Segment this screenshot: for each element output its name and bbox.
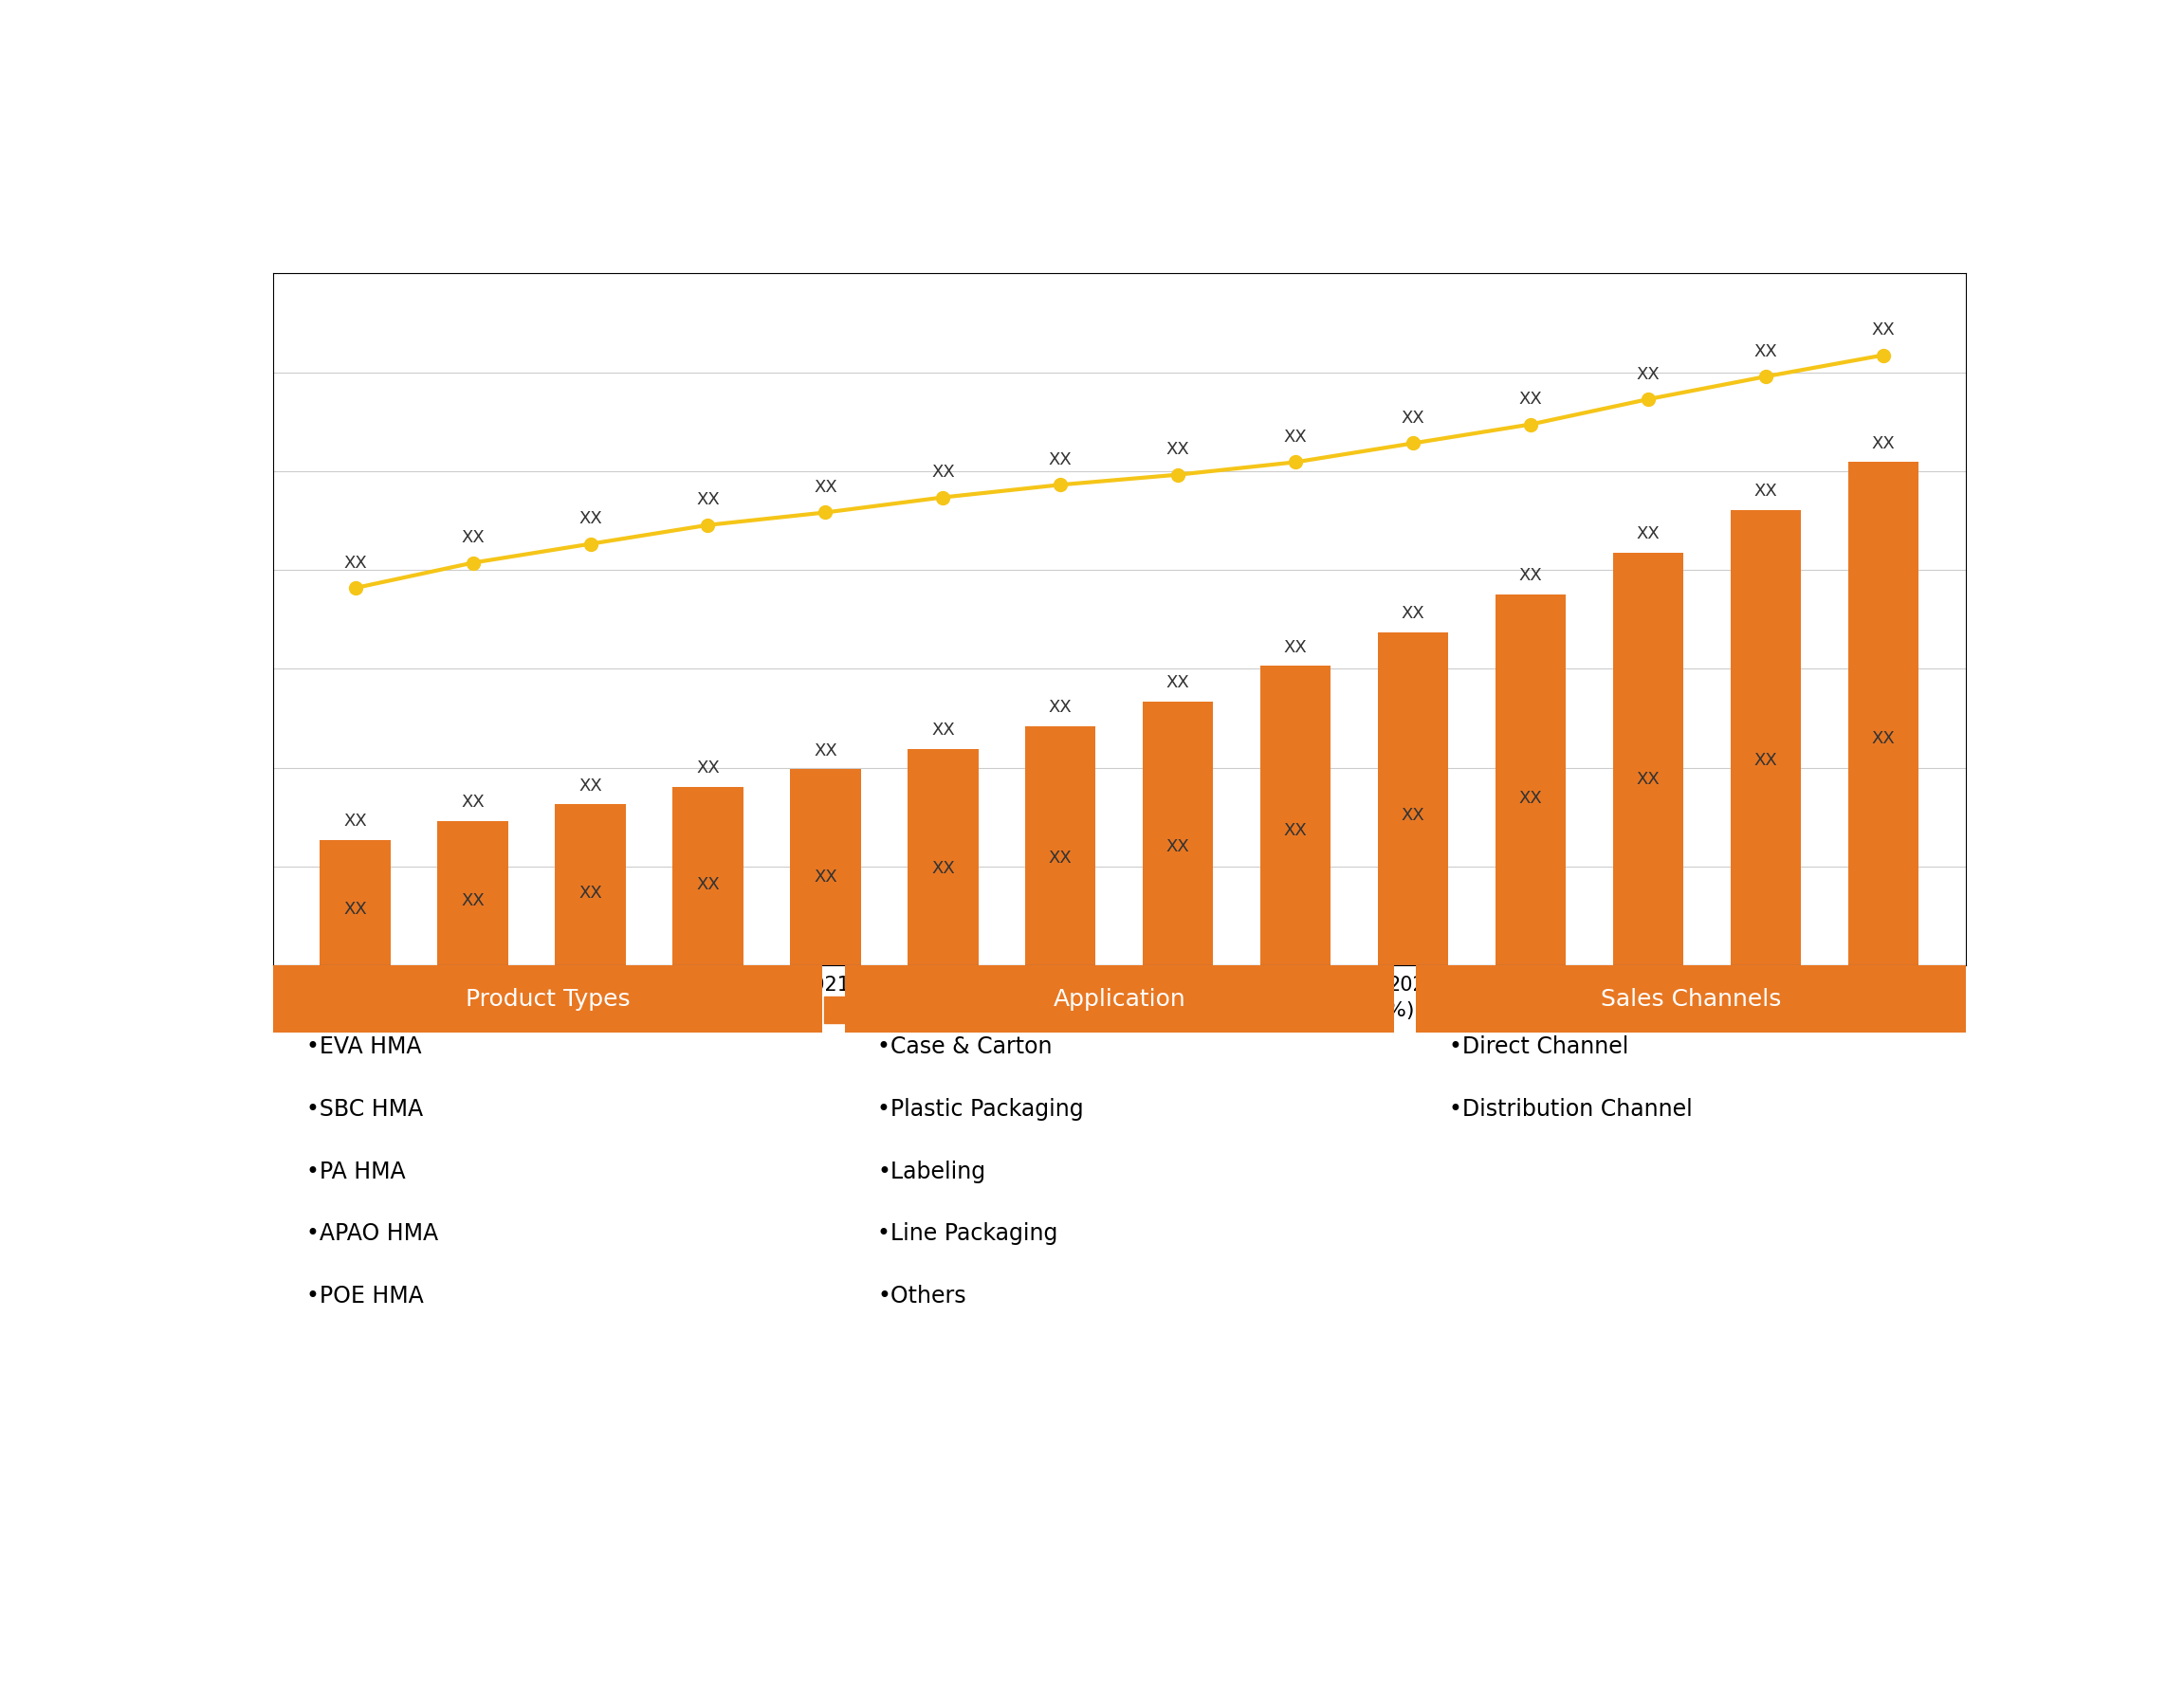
Text: XX: XX [697,492,721,509]
Text: Fig. Global Hot-Melt Based Packaging Adhesives Market Revenue (Million $) Status: Fig. Global Hot-Melt Based Packaging Adh… [306,225,1872,252]
Text: XX: XX [1518,789,1542,806]
Text: XX: XX [697,760,721,777]
Text: XX: XX [815,742,836,759]
Bar [909,748,978,966]
Bar [1848,463,1918,966]
Text: XX: XX [697,876,721,893]
Text: Website: www.theindustrystats.com: Website: www.theindustrystats.com [1570,1470,1948,1488]
Text: XX: XX [1166,674,1190,691]
Bar [1142,701,1214,966]
Text: XX: XX [579,885,603,902]
Text: XX: XX [579,777,603,794]
Text: Product Types: Product Types [465,988,631,1010]
Bar [1024,726,1096,966]
Text: XX: XX [1402,410,1424,427]
Text: Application: Application [1053,988,1186,1010]
Text: XX: XX [1636,526,1660,543]
Text: XX: XX [1518,566,1542,583]
Bar [1415,966,1966,1033]
Text: •Plastic Packaging: •Plastic Packaging [878,1097,1083,1121]
Bar [845,966,1393,1033]
Text: XX: XX [1518,391,1542,408]
Text: XX: XX [1284,429,1308,446]
Text: XX: XX [461,891,485,908]
Text: XX: XX [461,794,485,811]
Text: XX: XX [930,464,954,481]
Text: XX: XX [1048,849,1072,866]
Text: XX: XX [1636,771,1660,788]
Text: XX: XX [1166,839,1190,856]
Text: Email: sales@theindustrystats.com: Email: sales@theindustrystats.com [937,1470,1302,1488]
Text: •Distribution Channel: •Distribution Channel [1448,1097,1693,1121]
Text: •SBC HMA: •SBC HMA [306,1097,424,1121]
Text: •Others: •Others [878,1284,965,1308]
Bar [1730,510,1802,966]
Text: •Line Packaging: •Line Packaging [878,1223,1057,1245]
Text: XX: XX [343,555,367,572]
Text: XX: XX [815,480,836,497]
Text: XX: XX [1636,366,1660,383]
Bar [437,822,509,966]
Text: •APAO HMA: •APAO HMA [306,1223,439,1245]
Text: XX: XX [1048,699,1072,716]
Text: •Labeling: •Labeling [878,1160,985,1182]
Text: Sales Channels: Sales Channels [1601,988,1782,1010]
Text: XX: XX [1402,806,1424,823]
Text: XX: XX [1754,344,1778,361]
Bar [1614,553,1684,966]
Bar [273,966,823,1033]
Text: •EVA HMA: •EVA HMA [306,1036,422,1058]
Text: XX: XX [1872,730,1896,747]
Legend: Revenue (Million $), Y-oY Growth Rate (%): Revenue (Million $), Y-oY Growth Rate (%… [817,988,1422,1031]
Text: •POE HMA: •POE HMA [306,1284,424,1308]
Text: XX: XX [1754,752,1778,769]
Text: XX: XX [1048,451,1072,468]
Text: XX: XX [579,510,603,527]
Bar [1260,667,1330,966]
Bar [1496,594,1566,966]
Text: XX: XX [343,900,367,917]
Text: XX: XX [1754,483,1778,500]
Text: •Direct Channel: •Direct Channel [1448,1036,1629,1058]
Text: XX: XX [1166,441,1190,458]
Text: Source: Theindustrystats Analysis: Source: Theindustrystats Analysis [290,1470,646,1488]
Text: XX: XX [930,859,954,876]
Bar [673,788,743,966]
Text: •Case & Carton: •Case & Carton [878,1036,1053,1058]
Text: XX: XX [343,813,367,830]
Text: XX: XX [815,869,836,886]
Text: XX: XX [1402,606,1424,623]
Text: XX: XX [1872,435,1896,452]
Text: XX: XX [930,721,954,738]
Bar [1378,633,1448,966]
Text: •PA HMA: •PA HMA [306,1160,406,1182]
Text: XX: XX [461,529,485,546]
Text: XX: XX [1284,822,1308,839]
Text: XX: XX [1284,640,1308,657]
Bar [791,769,860,966]
Text: XX: XX [1872,321,1896,338]
Bar [555,805,625,966]
Bar [321,840,391,966]
